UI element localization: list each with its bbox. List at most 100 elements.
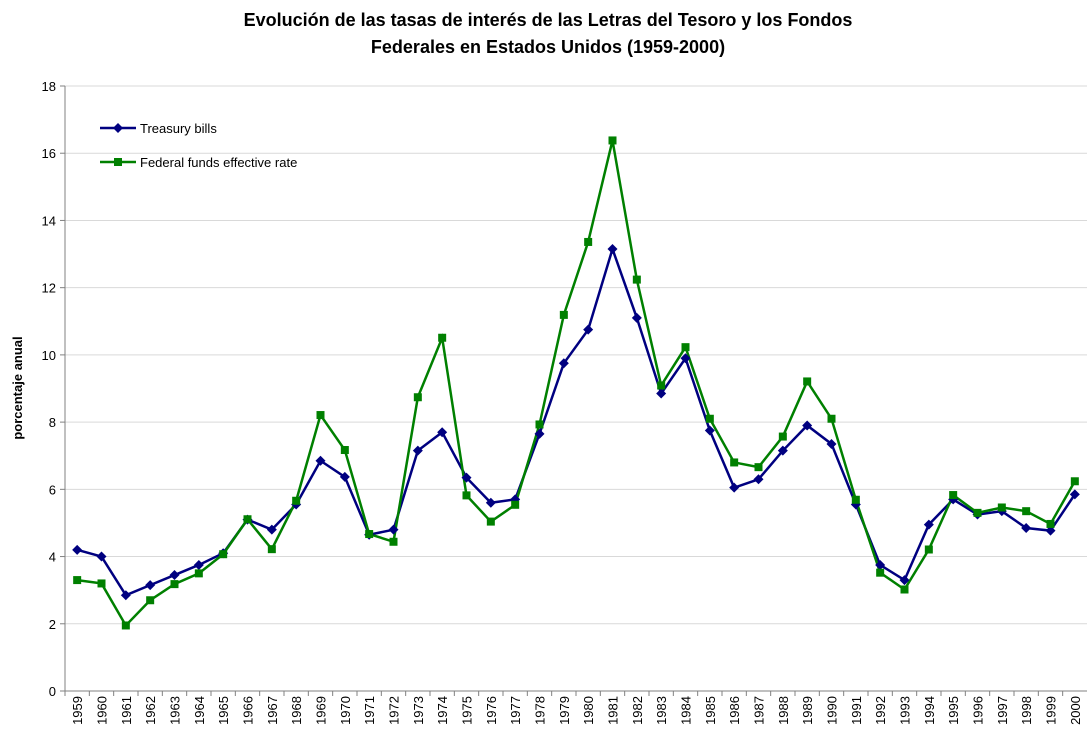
x-tick-label: 1985 xyxy=(703,696,718,725)
y-tick-label: 16 xyxy=(42,146,56,161)
marker xyxy=(170,580,179,589)
marker xyxy=(72,544,83,555)
marker xyxy=(194,569,203,578)
marker xyxy=(340,446,349,455)
marker xyxy=(73,576,82,585)
marker xyxy=(584,237,593,246)
marker xyxy=(511,500,520,509)
marker xyxy=(97,579,106,588)
marker xyxy=(657,381,666,390)
marker xyxy=(900,585,909,594)
y-tick-label: 4 xyxy=(49,550,56,565)
y-axis-label: porcentaje anual xyxy=(10,336,25,439)
y-tick-label: 12 xyxy=(42,281,56,296)
marker xyxy=(778,432,787,441)
marker xyxy=(193,559,204,570)
marker xyxy=(535,420,544,429)
x-tick-label: 1976 xyxy=(484,696,499,725)
marker xyxy=(1045,525,1056,536)
x-tick-label: 1965 xyxy=(216,696,231,725)
x-tick-label: 1989 xyxy=(800,696,815,725)
marker xyxy=(462,491,471,500)
legend-marker xyxy=(113,123,123,133)
marker xyxy=(656,388,667,399)
marker xyxy=(777,445,788,456)
x-tick-label: 1993 xyxy=(898,696,913,725)
x-tick-label: 1975 xyxy=(460,696,475,725)
x-tick-label: 1969 xyxy=(314,696,329,725)
marker xyxy=(802,420,813,431)
x-tick-label: 1982 xyxy=(630,696,645,725)
marker xyxy=(632,275,641,284)
x-tick-label: 1961 xyxy=(119,696,134,725)
x-tick-label: 1972 xyxy=(387,696,402,725)
x-tick-label: 2000 xyxy=(1068,696,1083,725)
marker xyxy=(973,508,982,517)
marker xyxy=(315,455,326,466)
x-tick-label: 1978 xyxy=(533,696,548,725)
marker xyxy=(558,358,569,369)
x-tick-label: 1987 xyxy=(752,696,767,725)
x-tick-label: 1977 xyxy=(508,696,523,725)
marker xyxy=(267,545,276,554)
marker xyxy=(438,333,447,342)
legend-marker xyxy=(114,158,122,166)
x-tick-label: 1992 xyxy=(873,696,888,725)
marker xyxy=(754,463,763,472)
marker xyxy=(608,136,617,145)
marker xyxy=(705,414,714,423)
marker xyxy=(120,590,131,601)
x-tick-label: 1988 xyxy=(776,696,791,725)
x-tick-label: 1966 xyxy=(241,696,256,725)
x-tick-label: 1968 xyxy=(289,696,304,725)
y-tick-label: 6 xyxy=(49,482,56,497)
marker xyxy=(389,537,398,546)
marker xyxy=(146,596,155,605)
marker xyxy=(437,427,448,438)
x-tick-label: 1962 xyxy=(143,696,158,725)
marker xyxy=(413,393,422,402)
x-tick-label: 1971 xyxy=(362,696,377,725)
y-tick-label: 8 xyxy=(49,415,56,430)
x-tick-label: 1986 xyxy=(727,696,742,725)
y-tick-label: 14 xyxy=(42,213,56,228)
x-tick-label: 1981 xyxy=(606,696,621,725)
marker xyxy=(145,580,156,591)
marker xyxy=(704,425,715,436)
marker xyxy=(607,244,618,255)
marker xyxy=(681,343,690,352)
marker xyxy=(997,503,1006,512)
x-tick-label: 1984 xyxy=(679,696,694,725)
y-tick-label: 18 xyxy=(42,79,56,94)
legend-label: Treasury bills xyxy=(140,121,217,136)
marker xyxy=(680,353,691,364)
chart-title: Evolución de las tasas de interés de las… xyxy=(244,10,853,30)
marker xyxy=(730,458,739,467)
y-tick-label: 10 xyxy=(42,348,56,363)
marker xyxy=(339,471,350,482)
marker xyxy=(266,524,277,535)
x-tick-label: 1970 xyxy=(338,696,353,725)
marker xyxy=(559,310,568,319)
x-tick-label: 1998 xyxy=(1019,696,1034,725)
x-tick-label: 1991 xyxy=(849,696,864,725)
marker xyxy=(876,568,885,577)
marker xyxy=(412,445,423,456)
marker xyxy=(316,411,325,420)
marker xyxy=(729,482,740,493)
x-tick-label: 1967 xyxy=(265,696,280,725)
marker xyxy=(826,438,837,449)
marker xyxy=(899,575,910,586)
chart-title: Federales en Estados Unidos (1959-2000) xyxy=(371,37,725,57)
x-tick-label: 1990 xyxy=(825,696,840,725)
marker xyxy=(1022,507,1031,516)
marker xyxy=(388,524,399,535)
marker xyxy=(1046,519,1055,528)
x-tick-label: 1996 xyxy=(971,696,986,725)
x-tick-label: 1974 xyxy=(435,696,450,725)
y-tick-label: 2 xyxy=(49,617,56,632)
marker xyxy=(365,530,374,539)
marker xyxy=(1069,489,1080,500)
legend-label: Federal funds effective rate xyxy=(140,155,297,170)
